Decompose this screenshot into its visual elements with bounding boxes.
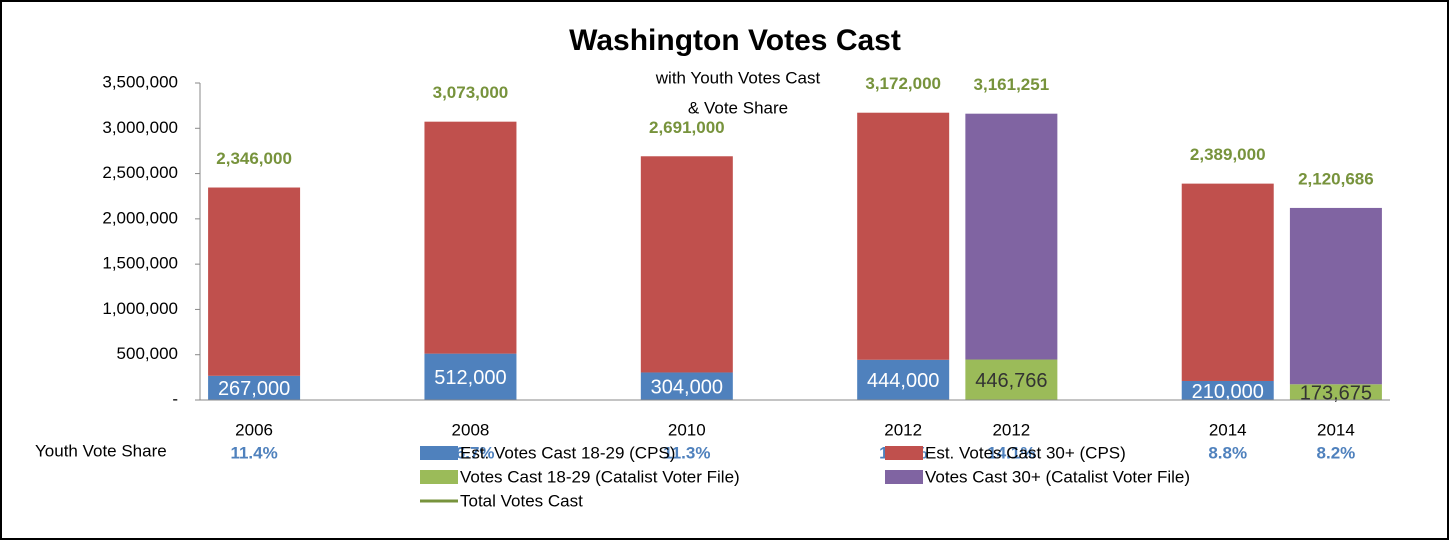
legend-label: Votes Cast 30+ (Catalist Voter File) bbox=[925, 467, 1190, 486]
total-label: 3,073,000 bbox=[433, 83, 509, 102]
share-label: 11.3% bbox=[663, 443, 710, 462]
bar-value-label: 444,000 bbox=[867, 370, 939, 392]
total-label: 3,172,000 bbox=[865, 74, 941, 93]
bar-segment bbox=[1181, 183, 1274, 381]
bar-segment bbox=[965, 113, 1058, 360]
y-tick-label: 1,000,000 bbox=[102, 299, 178, 318]
chart-title: Washington Votes Cast bbox=[569, 24, 901, 57]
x-tick-label: 2010 bbox=[668, 420, 706, 439]
bar-segment bbox=[640, 372, 733, 400]
y-tick-label: 3,500,000 bbox=[102, 72, 178, 91]
legend-swatch bbox=[420, 446, 458, 460]
legend-label: Votes Cast 18-29 (Catalist Voter File) bbox=[460, 467, 740, 486]
x-tick-label: 2012 bbox=[884, 420, 922, 439]
legend-label: Total Votes Cast bbox=[460, 491, 583, 510]
chart-subtitle: & Vote Share bbox=[688, 98, 788, 117]
bar-segment bbox=[1289, 384, 1382, 400]
total-label: 2,691,000 bbox=[649, 118, 725, 137]
bar-value-label: 173,675 bbox=[1300, 382, 1372, 404]
bar-segment bbox=[1289, 207, 1382, 385]
bar-value-label: 210,000 bbox=[1192, 381, 1264, 403]
x-tick-label: 2006 bbox=[235, 420, 273, 439]
bar-value-label: 446,766 bbox=[975, 370, 1047, 392]
bar-segment bbox=[965, 359, 1058, 400]
share-label: 16.7% bbox=[446, 443, 494, 462]
y-tick-label: 2,500,000 bbox=[102, 163, 178, 182]
bar-value-label: 512,000 bbox=[434, 367, 506, 389]
y-tick-label: 2,000,000 bbox=[102, 208, 178, 227]
share-row-label: Youth Vote Share bbox=[35, 441, 167, 460]
bar-segment bbox=[208, 187, 301, 376]
x-tick-label: 2008 bbox=[452, 420, 490, 439]
legend-swatch bbox=[885, 446, 923, 460]
share-label: 8.2% bbox=[1317, 443, 1356, 462]
legend-label: Est. Votes Cast 18-29 (CPS) bbox=[460, 443, 675, 462]
x-tick-label: 2014 bbox=[1317, 420, 1355, 439]
bar-value-label: 304,000 bbox=[651, 377, 723, 399]
y-tick-label: - bbox=[172, 389, 178, 408]
chart-subtitle: with Youth Votes Cast bbox=[655, 68, 821, 87]
total-label: 2,346,000 bbox=[216, 149, 292, 168]
y-tick-label: 500,000 bbox=[117, 344, 178, 363]
bar-segment bbox=[640, 156, 733, 373]
total-label: 2,120,686 bbox=[1298, 169, 1374, 188]
x-tick-label: 2014 bbox=[1209, 420, 1247, 439]
bar-segment bbox=[424, 121, 517, 354]
total-label: 2,389,000 bbox=[1190, 145, 1266, 164]
legend-swatch bbox=[420, 470, 458, 484]
y-tick-label: 3,000,000 bbox=[102, 118, 178, 137]
bar-segment bbox=[1181, 380, 1274, 400]
bar-segment bbox=[208, 375, 301, 400]
y-tick-label: 1,500,000 bbox=[102, 254, 178, 273]
legend-label: Est. Votes Cast 30+ (CPS) bbox=[925, 443, 1126, 462]
bar-segment bbox=[424, 353, 517, 400]
share-label: 8.8% bbox=[1208, 443, 1247, 462]
x-tick-label: 2012 bbox=[992, 420, 1030, 439]
legend-swatch bbox=[885, 470, 923, 484]
share-label: 11.4% bbox=[230, 443, 277, 462]
bar-segment bbox=[857, 359, 950, 400]
bar-segment bbox=[857, 112, 950, 360]
share-label: 14.1% bbox=[987, 443, 1035, 462]
bar-value-label: 267,000 bbox=[218, 378, 290, 400]
total-label: 3,161,251 bbox=[974, 75, 1050, 94]
